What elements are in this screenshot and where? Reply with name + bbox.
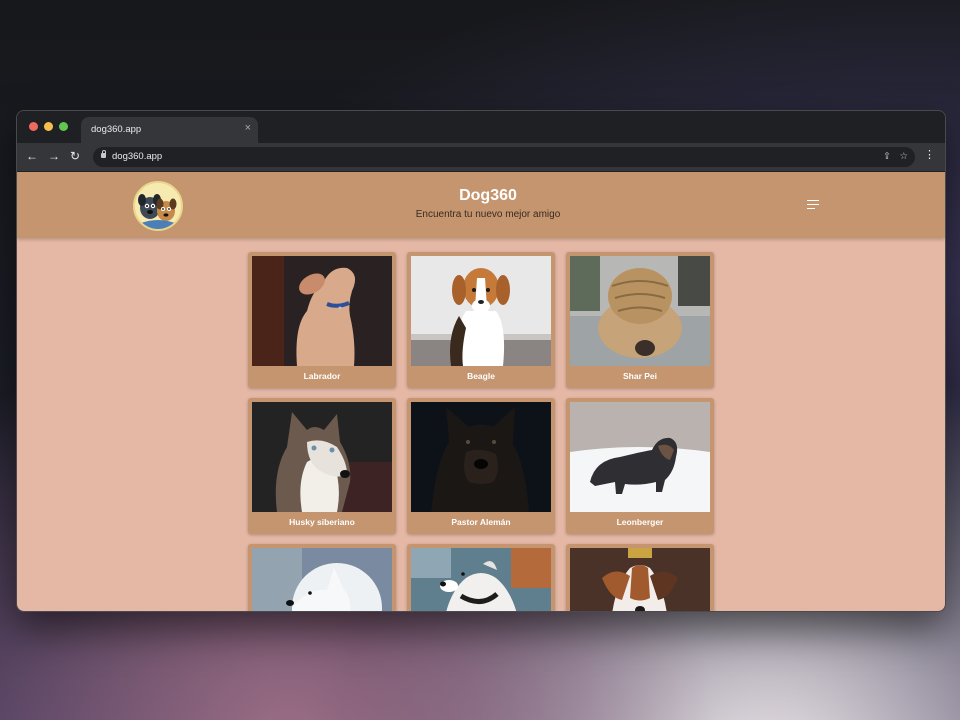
dog-card[interactable]: Beagle (407, 252, 555, 388)
dog-photo-leonberger[interactable] (570, 402, 710, 512)
tab-title: dog360.app (91, 124, 142, 135)
dog-card[interactable]: Husky siberiano (248, 398, 396, 534)
hamburger-menu-icon[interactable] (807, 200, 819, 210)
close-window-button[interactable] (29, 122, 38, 131)
reload-icon[interactable]: ↻ (70, 149, 81, 163)
site-header: Dog360 Encuentra tu nuevo mejor amigo (17, 172, 945, 238)
forward-icon[interactable]: → (48, 149, 60, 163)
dog-card[interactable] (407, 544, 555, 611)
tab-close-icon[interactable]: × (244, 122, 251, 134)
dog-name: Shar Pei (622, 371, 658, 381)
site-title: Dog360 (459, 187, 517, 204)
back-icon[interactable]: ← (26, 149, 38, 163)
maximize-window-button[interactable] (59, 122, 68, 131)
logo[interactable] (133, 181, 183, 231)
dog-photo-samoyed[interactable] (252, 548, 392, 611)
lock-icon (101, 150, 106, 158)
dog-card[interactable] (566, 544, 714, 611)
page-viewport: Dog360 Encuentra tu nuevo mejor amigo (17, 172, 945, 611)
dog-photo-shar-pei[interactable] (570, 256, 710, 366)
dog-photo-husky-siberiano[interactable] (252, 402, 392, 512)
dog-card[interactable]: Shar Pei (566, 252, 714, 388)
dog-card[interactable] (248, 544, 396, 611)
browser-window: dog360.app × ← → ↻ dog360.app ⇪ ☆ ⋮ (16, 110, 946, 612)
dog-name: Leonberger (616, 517, 664, 527)
browser-tab[interactable]: dog360.app × (81, 117, 258, 143)
tab-strip: dog360.app × (17, 111, 945, 143)
bookmark-star-icon[interactable]: ☆ (899, 151, 908, 162)
more-menu-icon[interactable]: ⋮ (924, 149, 935, 161)
dog-name: Beagle (467, 371, 495, 381)
dog-card[interactable]: Leonberger (566, 398, 714, 534)
dog-photo-beagle[interactable] (411, 256, 551, 366)
share-icon[interactable]: ⇪ (883, 151, 891, 162)
dog-photo-labrador[interactable] (252, 256, 392, 366)
dog-card[interactable]: Pastor Alemán (407, 398, 555, 534)
url-text[interactable]: dog360.app (112, 151, 163, 162)
dog-name: Husky siberiano (289, 517, 355, 527)
dog-name: Labrador (303, 371, 341, 381)
site-subtitle: Encuentra tu nuevo mejor amigo (415, 209, 561, 220)
dog-photo-party-dog[interactable] (570, 548, 710, 611)
dog-photo-pastor-aleman[interactable] (411, 402, 551, 512)
address-bar[interactable]: dog360.app ⇪ ☆ (93, 147, 915, 167)
minimize-window-button[interactable] (44, 122, 53, 131)
dog-card[interactable]: Labrador (248, 252, 396, 388)
dog-photo-jack-russell[interactable] (411, 548, 551, 611)
window-controls (29, 122, 68, 131)
dog-name: Pastor Alemán (451, 517, 511, 527)
logo-dogs-icon (135, 183, 181, 229)
browser-toolbar: ← → ↻ dog360.app ⇪ ☆ ⋮ (17, 143, 945, 171)
